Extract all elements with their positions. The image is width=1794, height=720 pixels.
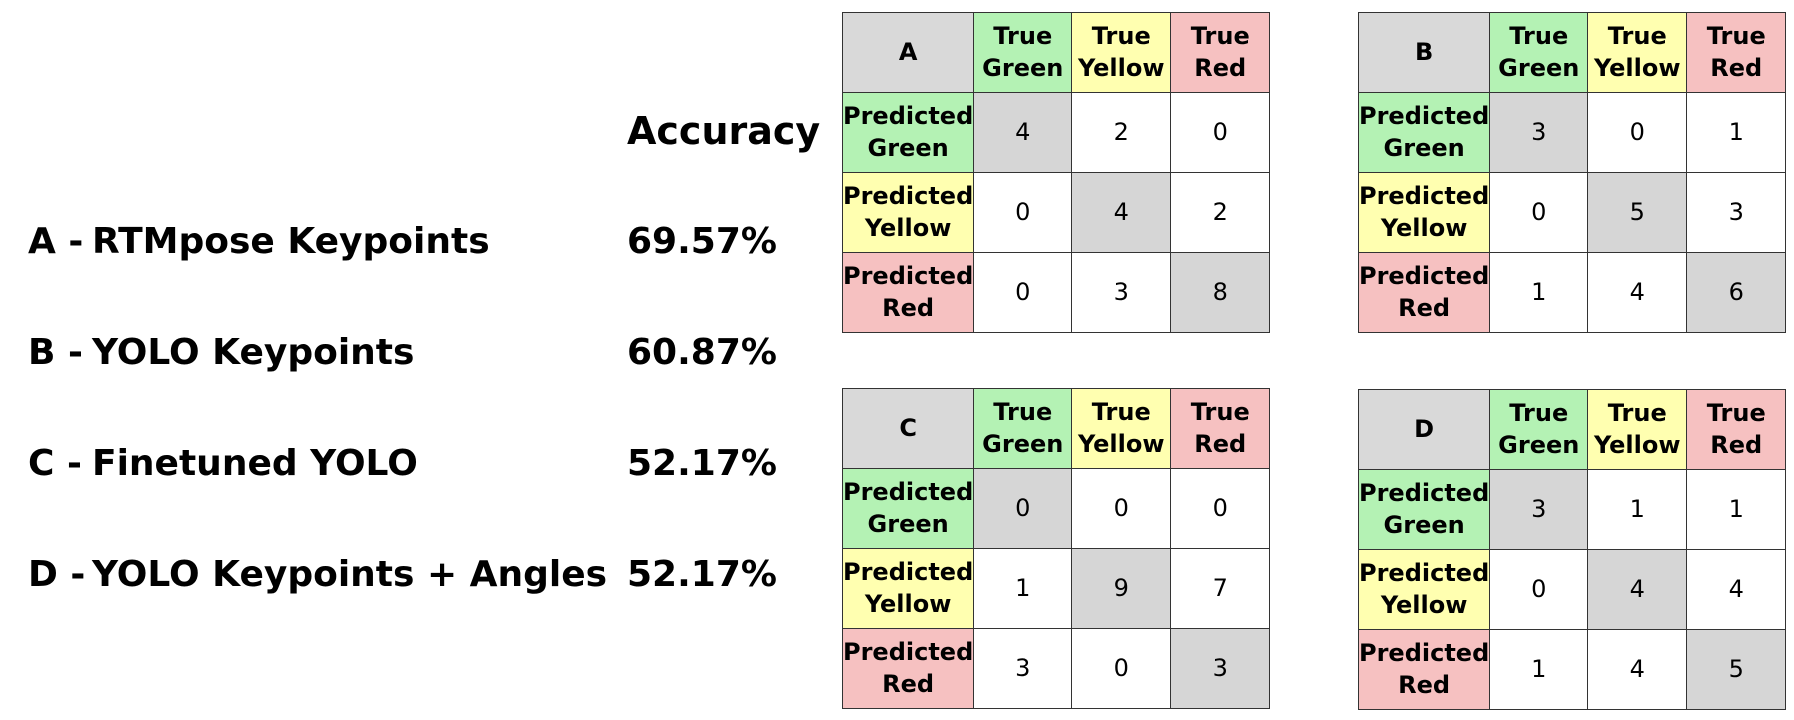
- row-header-predicted-red: Predicted Red: [1357, 252, 1491, 333]
- matrix-cell: 1: [1489, 252, 1589, 333]
- confusion-matrix-c: C True Green True Yellow True Red Predicted…: [841, 388, 1271, 709]
- matrix-cell: 3: [973, 628, 1073, 709]
- col-header-true-green: True Green: [1489, 12, 1589, 93]
- model-name: YOLO Keypoints: [92, 332, 415, 373]
- matrix-label: B: [1357, 12, 1491, 93]
- confusion-matrix-a: A True Green True Yellow True Red Predicted…: [841, 12, 1271, 333]
- col-header-true-red: True Red: [1170, 388, 1271, 469]
- matrix-cell: 8: [1170, 252, 1271, 333]
- matrix-cell: 1: [1489, 629, 1589, 710]
- matrix-label: A: [841, 12, 975, 93]
- matrix-cell: 4: [1587, 629, 1688, 710]
- col-header-true-green: True Green: [1489, 389, 1589, 470]
- model-name: YOLO Keypoints + Angles: [92, 554, 608, 595]
- matrix-cell: 0: [1489, 172, 1589, 253]
- row-header-predicted-red: Predicted Red: [841, 252, 975, 333]
- col-header-true-yellow: True Yellow: [1071, 12, 1172, 93]
- matrix-cell: 4: [1587, 549, 1688, 630]
- row-header-predicted-yellow: Predicted Yellow: [1357, 549, 1491, 630]
- matrix-cell: 0: [1071, 468, 1172, 549]
- matrix-cell: 2: [1170, 172, 1271, 253]
- confusion-matrix-b: B True Green True Yellow True Red Predicted…: [1357, 12, 1787, 333]
- model-letter: C -: [28, 443, 82, 484]
- row-header-predicted-green: Predicted Green: [841, 468, 975, 549]
- matrix-cell: 1: [1686, 92, 1787, 173]
- model-name: RTMpose Keypoints: [92, 221, 490, 262]
- col-header-true-yellow: True Yellow: [1587, 389, 1688, 470]
- accuracy-value-c: 52.17%: [627, 443, 777, 484]
- matrix-cell: 1: [973, 548, 1073, 629]
- row-header-predicted-green: Predicted Green: [1357, 469, 1491, 550]
- accuracy-value-b: 60.87%: [627, 332, 777, 373]
- model-letter: B -: [28, 332, 83, 373]
- col-header-true-yellow: True Yellow: [1071, 388, 1172, 469]
- matrix-cell: 9: [1071, 548, 1172, 629]
- matrix-cell: 0: [1170, 92, 1271, 173]
- matrix-cell: 7: [1170, 548, 1271, 629]
- col-header-true-red: True Red: [1686, 389, 1787, 470]
- confusion-matrix-d: D True Green True Yellow True Red Predicted…: [1357, 389, 1787, 710]
- col-header-true-red: True Red: [1686, 12, 1787, 93]
- row-header-predicted-yellow: Predicted Yellow: [1357, 172, 1491, 253]
- matrix-cell: 0: [1071, 628, 1172, 709]
- row-header-predicted-yellow: Predicted Yellow: [841, 548, 975, 629]
- matrix-cell: 0: [973, 468, 1073, 549]
- model-name: Finetuned YOLO: [92, 443, 418, 484]
- model-letter: A -: [28, 221, 84, 262]
- col-header-true-green: True Green: [973, 388, 1073, 469]
- accuracy-header: Accuracy: [627, 109, 821, 153]
- row-header-predicted-green: Predicted Green: [1357, 92, 1491, 173]
- col-header-true-green: True Green: [973, 12, 1073, 93]
- matrix-cell: 4: [973, 92, 1073, 173]
- matrix-cell: 3: [1489, 92, 1589, 173]
- row-header-predicted-yellow: Predicted Yellow: [841, 172, 975, 253]
- matrix-cell: 0: [1170, 468, 1271, 549]
- matrix-cell: 0: [1489, 549, 1589, 630]
- matrix-cell: 1: [1587, 469, 1688, 550]
- matrix-cell: 4: [1587, 252, 1688, 333]
- matrix-cell: 0: [1587, 92, 1688, 173]
- accuracy-value-d: 52.17%: [627, 554, 777, 595]
- matrix-cell: 1: [1686, 469, 1787, 550]
- accuracy-value-a: 69.57%: [627, 221, 777, 262]
- matrix-cell: 6: [1686, 252, 1787, 333]
- matrix-cell: 3: [1170, 628, 1271, 709]
- model-letter: D -: [28, 554, 86, 595]
- matrix-cell: 3: [1489, 469, 1589, 550]
- matrix-cell: 5: [1686, 629, 1787, 710]
- row-header-predicted-red: Predicted Red: [841, 628, 975, 709]
- matrix-cell: 3: [1686, 172, 1787, 253]
- row-header-predicted-red: Predicted Red: [1357, 629, 1491, 710]
- matrix-label: C: [841, 388, 975, 469]
- matrix-cell: 4: [1071, 172, 1172, 253]
- matrix-cell: 2: [1071, 92, 1172, 173]
- matrix-cell: 3: [1071, 252, 1172, 333]
- matrix-cell: 0: [973, 252, 1073, 333]
- matrix-label: D: [1357, 389, 1491, 470]
- matrix-cell: 5: [1587, 172, 1688, 253]
- matrix-cell: 4: [1686, 549, 1787, 630]
- matrix-cell: 0: [973, 172, 1073, 253]
- row-header-predicted-green: Predicted Green: [841, 92, 975, 173]
- col-header-true-red: True Red: [1170, 12, 1271, 93]
- col-header-true-yellow: True Yellow: [1587, 12, 1688, 93]
